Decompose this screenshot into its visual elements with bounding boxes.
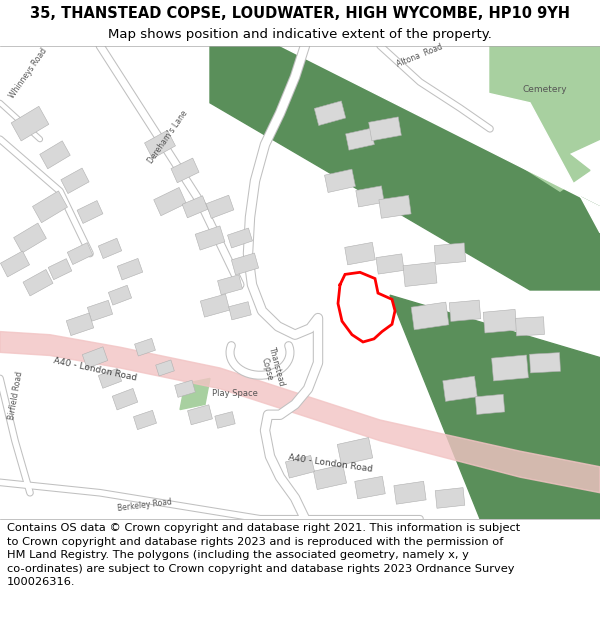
FancyBboxPatch shape: [48, 259, 72, 280]
FancyBboxPatch shape: [182, 196, 208, 218]
Polygon shape: [180, 378, 210, 409]
FancyBboxPatch shape: [98, 238, 122, 259]
FancyBboxPatch shape: [345, 242, 375, 265]
Polygon shape: [390, 295, 600, 519]
FancyBboxPatch shape: [491, 355, 529, 381]
FancyBboxPatch shape: [32, 191, 67, 222]
Polygon shape: [490, 46, 600, 160]
FancyBboxPatch shape: [109, 285, 131, 305]
FancyBboxPatch shape: [368, 117, 401, 141]
FancyBboxPatch shape: [515, 317, 544, 336]
FancyBboxPatch shape: [61, 168, 89, 194]
FancyBboxPatch shape: [411, 302, 449, 330]
Text: A40 - London Road: A40 - London Road: [52, 356, 137, 382]
FancyBboxPatch shape: [82, 347, 108, 368]
FancyBboxPatch shape: [77, 201, 103, 223]
FancyBboxPatch shape: [112, 388, 138, 410]
FancyBboxPatch shape: [475, 394, 505, 414]
FancyBboxPatch shape: [313, 465, 347, 489]
FancyBboxPatch shape: [483, 309, 517, 333]
FancyBboxPatch shape: [325, 169, 355, 192]
Text: Thanstead
Copse: Thanstead Copse: [257, 346, 287, 390]
Text: Dereham’s Lane: Dereham’s Lane: [146, 109, 190, 165]
Text: Altona  Road: Altona Road: [395, 42, 445, 69]
Polygon shape: [490, 446, 600, 519]
FancyBboxPatch shape: [175, 380, 196, 398]
FancyBboxPatch shape: [117, 259, 143, 280]
Text: Map shows position and indicative extent of the property.: Map shows position and indicative extent…: [108, 28, 492, 41]
FancyBboxPatch shape: [314, 101, 346, 126]
FancyBboxPatch shape: [11, 106, 49, 141]
Text: Birfield Road: Birfield Road: [7, 370, 25, 420]
FancyBboxPatch shape: [232, 253, 259, 275]
FancyBboxPatch shape: [155, 360, 175, 376]
FancyBboxPatch shape: [449, 300, 481, 321]
Polygon shape: [280, 46, 600, 232]
FancyBboxPatch shape: [286, 456, 314, 478]
Text: Whinneys Road: Whinneys Road: [7, 46, 49, 100]
FancyBboxPatch shape: [355, 476, 385, 499]
FancyBboxPatch shape: [1, 251, 29, 277]
FancyBboxPatch shape: [346, 128, 374, 150]
Text: 35, THANSTEAD COPSE, LOUDWATER, HIGH WYCOMBE, HP10 9YH: 35, THANSTEAD COPSE, LOUDWATER, HIGH WYC…: [30, 6, 570, 21]
FancyBboxPatch shape: [88, 301, 113, 321]
FancyBboxPatch shape: [218, 275, 242, 295]
FancyBboxPatch shape: [14, 223, 46, 253]
FancyBboxPatch shape: [394, 481, 426, 504]
FancyBboxPatch shape: [227, 228, 253, 248]
FancyBboxPatch shape: [434, 243, 466, 264]
Polygon shape: [495, 108, 590, 191]
FancyBboxPatch shape: [403, 262, 437, 286]
FancyBboxPatch shape: [40, 141, 70, 169]
FancyBboxPatch shape: [530, 352, 560, 373]
FancyBboxPatch shape: [200, 294, 230, 317]
FancyBboxPatch shape: [206, 195, 234, 218]
FancyBboxPatch shape: [98, 369, 122, 388]
FancyBboxPatch shape: [23, 269, 53, 296]
Text: Cemetery: Cemetery: [523, 86, 568, 94]
Text: A40 - London Road: A40 - London Road: [287, 453, 373, 474]
Text: Play Space: Play Space: [212, 389, 258, 398]
FancyBboxPatch shape: [145, 130, 175, 159]
Polygon shape: [0, 332, 600, 492]
FancyBboxPatch shape: [356, 186, 384, 207]
FancyBboxPatch shape: [133, 411, 157, 429]
FancyBboxPatch shape: [443, 376, 477, 401]
FancyBboxPatch shape: [188, 405, 212, 425]
FancyBboxPatch shape: [215, 412, 235, 428]
FancyBboxPatch shape: [171, 158, 199, 182]
Text: Berkeley Road: Berkeley Road: [117, 498, 173, 514]
Text: Contains OS data © Crown copyright and database right 2021. This information is : Contains OS data © Crown copyright and d…: [7, 523, 520, 588]
FancyBboxPatch shape: [229, 302, 251, 320]
FancyBboxPatch shape: [195, 226, 225, 250]
FancyBboxPatch shape: [134, 338, 155, 356]
FancyBboxPatch shape: [379, 196, 411, 218]
FancyBboxPatch shape: [66, 313, 94, 336]
FancyBboxPatch shape: [67, 242, 93, 264]
FancyBboxPatch shape: [337, 438, 373, 465]
FancyBboxPatch shape: [154, 188, 186, 216]
FancyBboxPatch shape: [435, 488, 465, 508]
Polygon shape: [210, 46, 600, 290]
FancyBboxPatch shape: [376, 254, 404, 274]
